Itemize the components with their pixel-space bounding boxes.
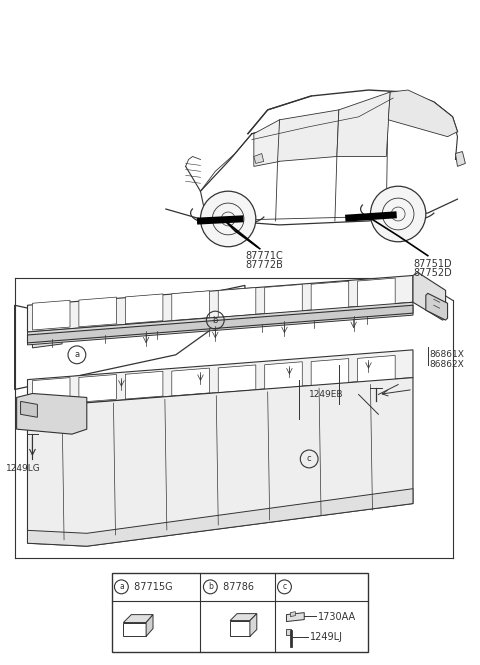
Polygon shape bbox=[456, 152, 466, 166]
Polygon shape bbox=[230, 614, 257, 620]
Polygon shape bbox=[17, 394, 87, 434]
Polygon shape bbox=[172, 291, 209, 321]
Text: 1730AA: 1730AA bbox=[318, 612, 356, 622]
Text: b: b bbox=[213, 316, 218, 325]
Polygon shape bbox=[42, 321, 72, 333]
Polygon shape bbox=[426, 293, 447, 320]
Polygon shape bbox=[27, 275, 413, 332]
Polygon shape bbox=[123, 614, 153, 622]
Polygon shape bbox=[172, 368, 209, 396]
Text: c: c bbox=[282, 583, 287, 591]
Polygon shape bbox=[189, 309, 218, 321]
Polygon shape bbox=[311, 358, 349, 386]
Polygon shape bbox=[254, 120, 279, 166]
Polygon shape bbox=[123, 622, 146, 636]
Polygon shape bbox=[230, 620, 250, 636]
Polygon shape bbox=[254, 154, 264, 164]
Text: 1249EB: 1249EB bbox=[309, 390, 344, 399]
Polygon shape bbox=[27, 378, 413, 546]
Text: a: a bbox=[119, 583, 124, 591]
Polygon shape bbox=[27, 489, 413, 546]
Polygon shape bbox=[388, 90, 457, 136]
Circle shape bbox=[201, 192, 256, 247]
Text: b: b bbox=[208, 583, 213, 591]
Text: 87715G: 87715G bbox=[131, 582, 173, 592]
Polygon shape bbox=[152, 312, 182, 324]
Polygon shape bbox=[79, 297, 117, 327]
Polygon shape bbox=[358, 355, 395, 383]
Polygon shape bbox=[27, 350, 413, 408]
Polygon shape bbox=[413, 273, 445, 320]
Polygon shape bbox=[218, 287, 256, 317]
Polygon shape bbox=[14, 285, 245, 390]
Text: 87751D: 87751D bbox=[413, 259, 452, 269]
Polygon shape bbox=[264, 285, 302, 314]
Polygon shape bbox=[358, 278, 395, 308]
Polygon shape bbox=[287, 612, 304, 622]
Text: 87772B: 87772B bbox=[245, 259, 283, 269]
Polygon shape bbox=[125, 371, 163, 399]
Text: a: a bbox=[74, 350, 80, 359]
Polygon shape bbox=[125, 294, 163, 324]
Polygon shape bbox=[250, 614, 257, 636]
Text: 86861X: 86861X bbox=[430, 350, 465, 359]
Text: 87771C: 87771C bbox=[245, 251, 283, 261]
Polygon shape bbox=[33, 301, 70, 330]
Polygon shape bbox=[79, 318, 108, 330]
Text: 86862X: 86862X bbox=[430, 360, 465, 369]
Text: 87786: 87786 bbox=[220, 582, 254, 592]
Polygon shape bbox=[116, 315, 145, 327]
Polygon shape bbox=[277, 110, 339, 162]
Text: 87752D: 87752D bbox=[413, 267, 452, 277]
Polygon shape bbox=[287, 630, 291, 636]
Polygon shape bbox=[290, 612, 295, 616]
Polygon shape bbox=[27, 305, 413, 343]
Text: c: c bbox=[307, 454, 312, 464]
Polygon shape bbox=[311, 281, 349, 311]
Polygon shape bbox=[33, 378, 70, 406]
Text: 1249LJ: 1249LJ bbox=[310, 632, 343, 642]
Polygon shape bbox=[33, 331, 62, 348]
Polygon shape bbox=[33, 293, 220, 335]
Polygon shape bbox=[79, 374, 117, 402]
Polygon shape bbox=[146, 614, 153, 636]
Circle shape bbox=[371, 186, 426, 242]
Text: 1249LG: 1249LG bbox=[6, 464, 40, 473]
Polygon shape bbox=[21, 402, 37, 417]
Polygon shape bbox=[337, 92, 390, 156]
Polygon shape bbox=[218, 365, 256, 393]
Polygon shape bbox=[27, 303, 413, 345]
Polygon shape bbox=[264, 362, 302, 390]
